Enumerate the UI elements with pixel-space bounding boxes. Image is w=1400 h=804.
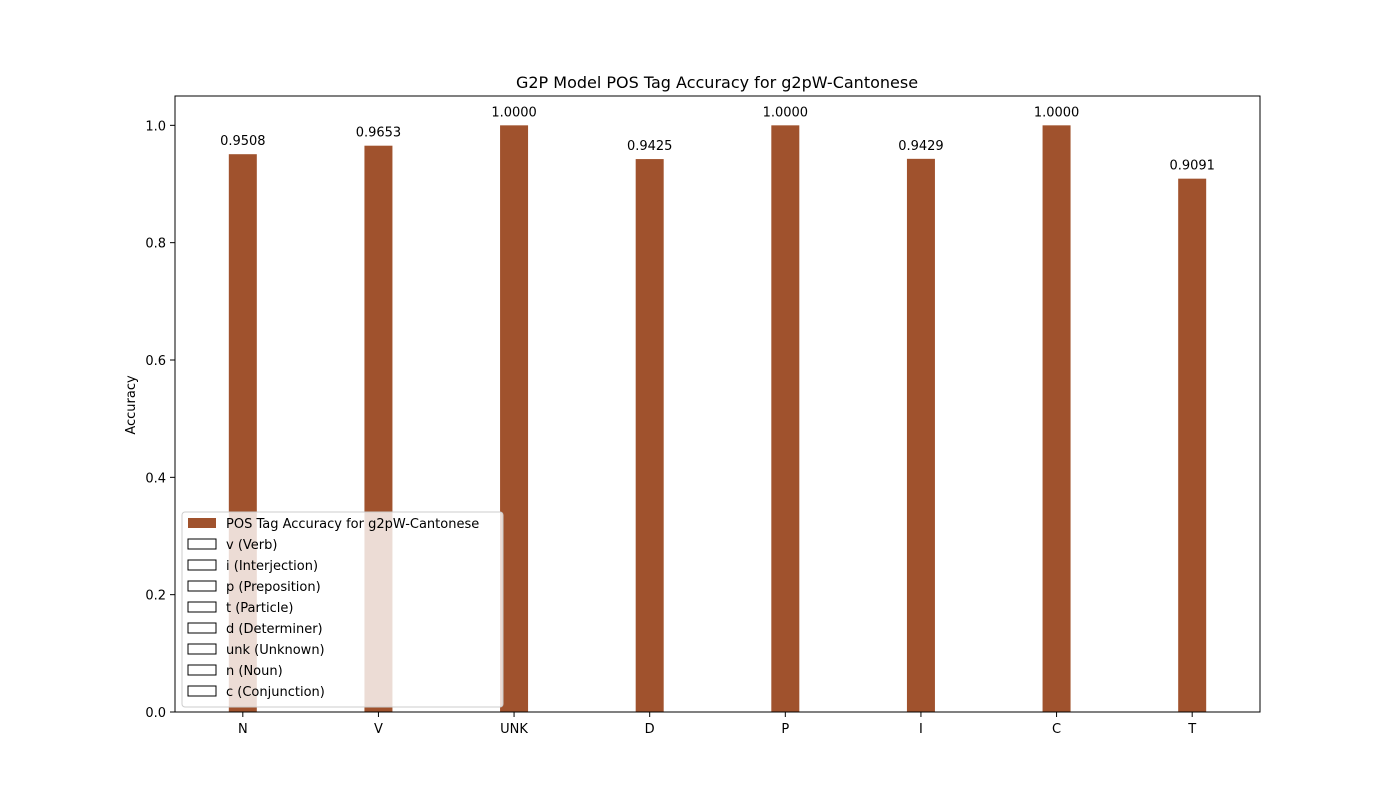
data-label-c: 1.0000 [1034,105,1080,120]
bar-c [1042,125,1071,713]
x-tick-label-i: I [919,722,923,737]
bar-t [1178,178,1207,713]
y-tick-label: 0.8 [145,237,166,252]
bar-i [906,158,935,712]
x-tick-label-n: N [238,722,248,737]
data-label-unk: 1.0000 [491,105,537,120]
x-tick-label-p: P [781,722,789,737]
axes-frame [174,95,1261,713]
y-tick-label: 0.4 [145,471,166,486]
x-tick-label-d: D [645,722,655,737]
legend-entry: unk (Unknown) [226,643,325,658]
legend-entry: POS Tag Accuracy for g2pW-Cantonese [226,517,479,532]
y-tick-label: 1.0 [145,119,166,134]
y-tick-label: 0.0 [145,706,166,721]
data-label-i: 0.9429 [898,139,944,154]
legend-swatch [187,664,217,676]
data-label-d: 0.9425 [627,139,673,154]
legend-entry: d (Determiner) [226,622,323,637]
data-label-p: 1.0000 [763,105,809,120]
plot-area: 0.9508 N 0.9653 V 1.0000 UNK 0.9425 D 1.0000 P 0.9… [145,95,1261,737]
legend-swatch [187,559,217,571]
bar-p [771,125,800,713]
chart-title: G2P Model POS Tag Accuracy for g2pW-Cant… [516,73,918,92]
legend-swatch [187,622,217,634]
legend-entry: i (Interjection) [226,559,318,574]
legend-entry: p (Preposition) [226,580,321,595]
data-label-t: 0.9091 [1169,159,1215,174]
legend-box [181,511,504,708]
legend-swatch [187,643,217,655]
x-tick-label-t: T [1187,722,1196,737]
x-tick-label-unk: UNK [500,722,528,737]
legend-swatch [188,518,216,528]
x-tick-label-c: C [1052,722,1061,737]
data-label-v: 0.9653 [356,126,402,141]
data-label-n: 0.9508 [220,134,266,149]
x-tick-label-v: V [374,722,383,737]
bar-unk [500,125,529,713]
legend-entry: n (Noun) [226,664,283,679]
legend-entry: v (Verb) [226,538,277,553]
y-tick-label: 0.2 [145,589,166,604]
bar-d [635,159,664,713]
legend-entry: c (Conjunction) [226,685,325,700]
y-tick-label: 0.6 [145,354,166,369]
legend-swatch [187,601,217,613]
legend-swatch [187,538,217,550]
legend-swatch [187,685,217,697]
legend-entry: t (Particle) [226,601,293,616]
legend-swatch [187,580,217,592]
y-axis-label: Accuracy [124,375,139,435]
